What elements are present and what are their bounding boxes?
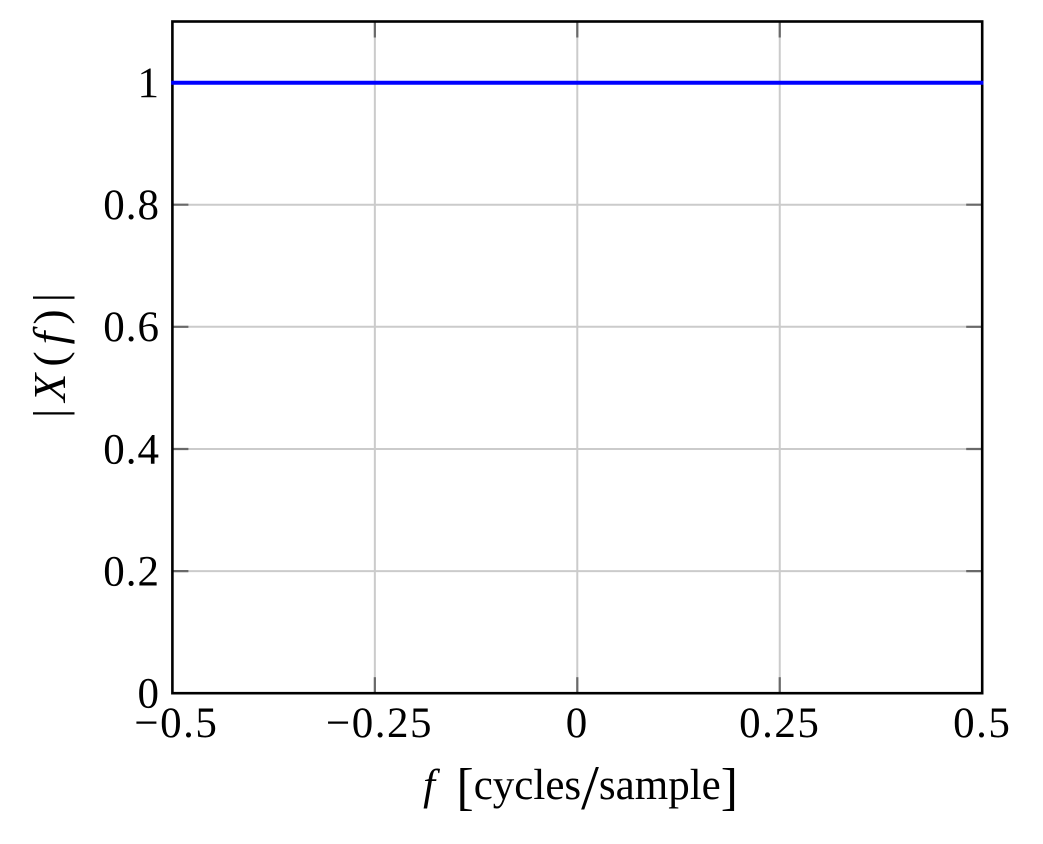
svg-text:|X(f)|: |X(f)| [24, 286, 75, 418]
svg-text:0.2: 0.2 [103, 549, 160, 596]
svg-text:0.8: 0.8 [103, 182, 160, 229]
svg-text:f [cycles/sample]: f [cycles/sample] [423, 752, 738, 823]
svg-text:1: 1 [138, 60, 161, 107]
svg-text:0: 0 [566, 700, 589, 747]
svg-text:0.5: 0.5 [953, 700, 1011, 747]
svg-text:0: 0 [138, 671, 161, 718]
svg-text:0.6: 0.6 [103, 304, 160, 351]
svg-text:0.4: 0.4 [103, 426, 160, 473]
svg-text:−0.25: −0.25 [326, 700, 433, 747]
svg-text:−0.5: −0.5 [134, 700, 218, 747]
svg-text:0.25: 0.25 [739, 700, 820, 747]
